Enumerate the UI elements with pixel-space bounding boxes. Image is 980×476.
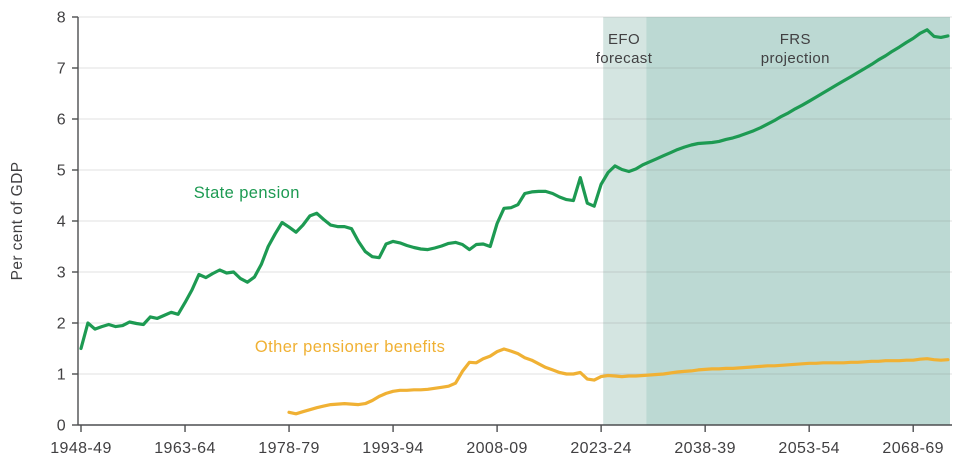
x-tick-label-2053: 2053-54: [778, 440, 840, 457]
series-label-other-pensioner-benefits: Other pensioner benefits: [255, 338, 445, 356]
series-line-other-pensioner-benefits: [287, 347, 950, 416]
y-tick-label-1: 1: [57, 367, 66, 384]
series-line-state-pension: [79, 28, 950, 351]
x-tick-label-1993: 1993-94: [362, 440, 424, 457]
y-tick-label-4: 4: [57, 214, 66, 231]
y-tick-label-8: 8: [57, 10, 66, 27]
region-efo-forecast: [603, 17, 647, 425]
x-tick-label-2038: 2038-39: [674, 440, 736, 457]
annotation-frs-projection-label: FRS projection: [761, 31, 830, 67]
y-tick-label-5: 5: [57, 163, 66, 180]
x-tick-label-2068: 2068-69: [882, 440, 944, 457]
y-tick-label-2: 2: [57, 316, 66, 333]
x-tick-label-2023: 2023-24: [570, 440, 632, 457]
x-tick-label-1963: 1963-64: [154, 440, 216, 457]
y-axis-title: Per cent of GDP: [9, 162, 26, 281]
x-tick-label-1978: 1978-79: [258, 440, 320, 457]
y-tick-label-6: 6: [57, 112, 66, 129]
y-tick-label-7: 7: [57, 61, 66, 78]
annotation-efo-forecast-label: EFO forecast: [596, 31, 653, 67]
x-tick-label-1948: 1948-49: [50, 440, 112, 457]
x-tick-label-2008: 2008-09: [466, 440, 528, 457]
region-frs-projection: [646, 17, 950, 425]
y-tick-label-3: 3: [57, 265, 66, 282]
y-tick-label-0: 0: [57, 418, 66, 435]
series-label-state-pension: State pension: [194, 184, 300, 202]
